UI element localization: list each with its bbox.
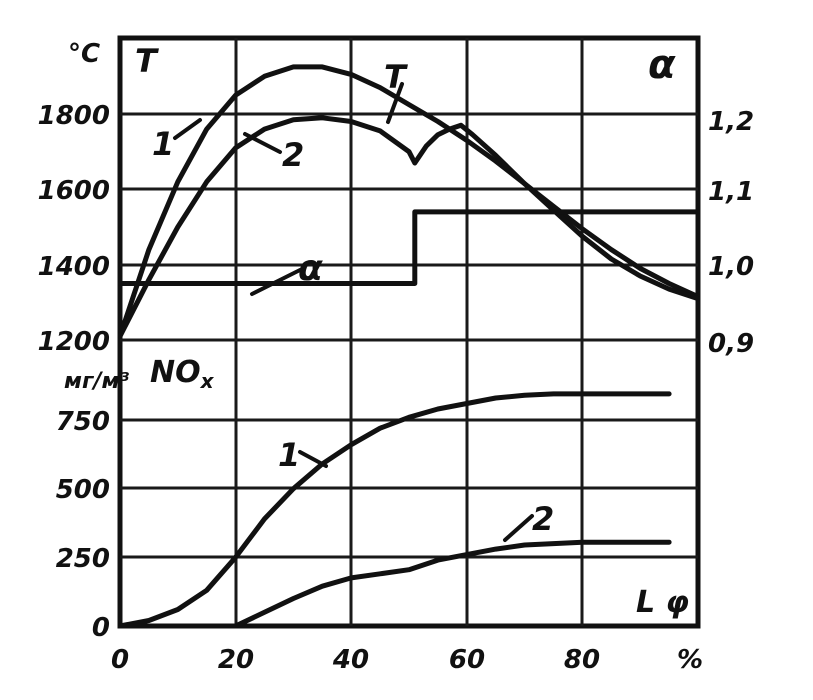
y-lower-tick-250: 250 <box>56 544 110 574</box>
leader-curve-1-upper <box>173 118 202 140</box>
series-line-nox-2 <box>117 539 672 629</box>
y-right-tick-1-1: 1,1 <box>708 177 754 207</box>
y-left-tick-1800: 1800 <box>38 101 110 131</box>
annotation-curve-1-upper: 1 <box>152 125 174 163</box>
y-lower-unit: мг/м³ <box>64 369 129 394</box>
series-line-upper-alpha <box>117 209 701 286</box>
x-tick-80: 80 <box>564 645 600 675</box>
annotation-t: T <box>384 58 408 96</box>
leader-curve-1-lower <box>298 450 328 468</box>
annotation-curve-2-lower: 2 <box>532 500 554 538</box>
leader-alpha <box>250 268 302 296</box>
symbol-t: T <box>135 42 159 80</box>
x-tick-40: 40 <box>332 645 369 675</box>
y-right-tick-1-0: 1,0 <box>708 252 754 282</box>
y-lower-tick-750: 750 <box>56 407 110 437</box>
symbol-nox-main: NO <box>150 355 201 390</box>
x-axis-label: L φ <box>636 585 689 620</box>
symbol-nox: NOx <box>150 355 215 393</box>
series-line-upper-2 <box>117 115 701 339</box>
x-tick-60: 60 <box>449 645 485 675</box>
x-tick-percent: % <box>677 645 703 675</box>
x-tick-0: 0 <box>111 645 129 675</box>
x-tick-20: 20 <box>218 645 254 675</box>
y-left-tick-1400: 1400 <box>38 252 110 282</box>
y-left-tick-1600: 1600 <box>38 176 110 206</box>
annotation-alpha: α <box>298 248 323 289</box>
symbol-nox-sub: x <box>200 369 215 393</box>
series-line-nox-1 <box>117 391 672 629</box>
leader-curve-2-upper <box>243 132 282 154</box>
y-lower-tick-0: 0 <box>92 613 110 643</box>
leader-curve-2-lower <box>503 514 534 542</box>
leader-t <box>386 82 404 124</box>
y-left-unit-degc: °C <box>68 39 100 69</box>
y-lower-tick-500: 500 <box>56 475 110 505</box>
lower-curves <box>117 391 672 629</box>
symbol-alpha: α <box>648 42 676 88</box>
annotation-curve-1-lower: 1 <box>278 436 300 474</box>
y-right-tick-0-9: 0,9 <box>708 329 754 359</box>
series-line-upper-1 <box>117 64 701 339</box>
annotation-curve-2-upper: 2 <box>282 136 304 174</box>
y-left-tick-1200: 1200 <box>38 327 110 357</box>
upper-curves <box>117 64 701 339</box>
y-right-tick-1-2: 1,2 <box>708 107 754 137</box>
